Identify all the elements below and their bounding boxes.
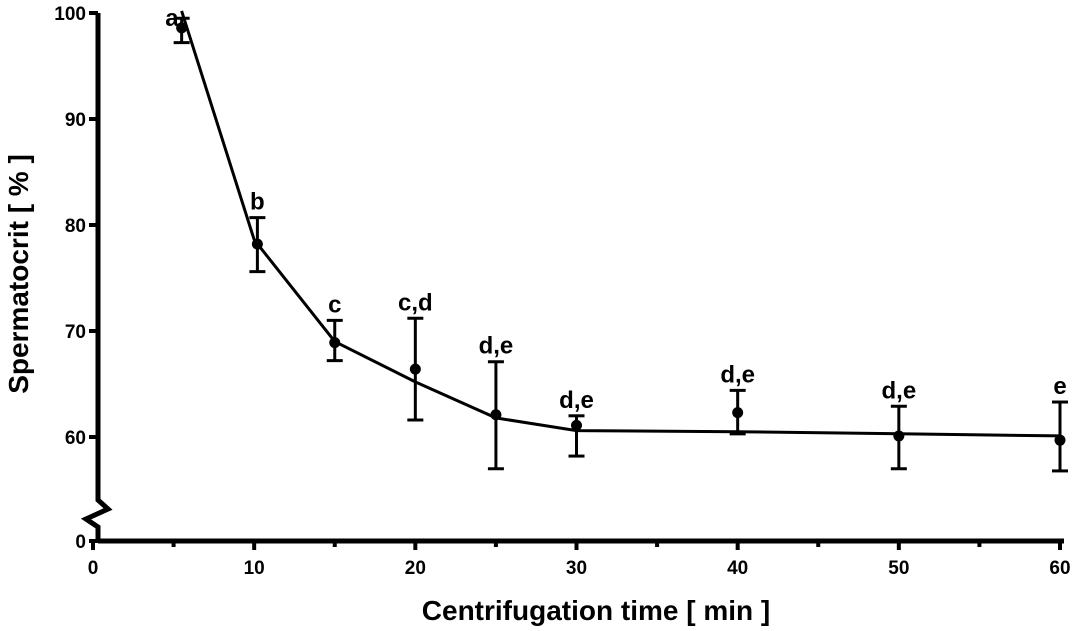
- significance-label: b: [250, 189, 265, 216]
- data-point: [571, 419, 582, 431]
- data-point: [893, 430, 905, 442]
- ticks: 0 10 20 30 40 50 60 0 60 70 80 90 100: [54, 4, 1070, 579]
- significance-label: e: [1053, 373, 1066, 400]
- significance-label: d,e: [720, 361, 755, 388]
- x-tick-label: 0: [88, 558, 99, 579]
- fit-curve-group: [180, 10, 1061, 438]
- significance-label: a: [165, 5, 179, 32]
- y-tick-label: 60: [65, 428, 86, 449]
- significance-label: c,d: [398, 289, 433, 316]
- y-axis-title: Spermatocrit [ % ]: [3, 154, 34, 394]
- data-point: [732, 407, 744, 419]
- data-point: [490, 409, 502, 421]
- data-point: [1054, 434, 1066, 446]
- significance-label: c: [328, 291, 341, 318]
- y-tick-label: 70: [65, 322, 86, 343]
- significance-label: d,e: [479, 333, 514, 360]
- data-point: [251, 238, 263, 250]
- data-point: [409, 363, 421, 375]
- axes: [80, 13, 1064, 544]
- x-tick-label: 10: [244, 558, 265, 579]
- y-tick-label: 100: [54, 4, 86, 25]
- x-axis-title: Centrifugation time [ min ]: [422, 595, 770, 626]
- y-tick-label: 80: [65, 216, 86, 237]
- data-point: [176, 22, 188, 34]
- y-tick-label: 0: [75, 532, 86, 553]
- significance-label: d,e: [881, 377, 916, 404]
- x-tick-label: 50: [888, 558, 909, 579]
- significance-label: d,e: [559, 387, 594, 414]
- y-tick-label: 90: [65, 110, 86, 131]
- x-tick-label: 30: [566, 558, 587, 579]
- x-tick-label: 40: [727, 558, 748, 579]
- data-marks: [173, 16, 1068, 473]
- y-axis-line: [80, 13, 113, 541]
- x-tick-label: 60: [1049, 558, 1070, 579]
- fit-curve: [180, 10, 1061, 438]
- data-point: [329, 337, 341, 349]
- x-tick-label: 20: [405, 558, 426, 579]
- significance-labels: a b c c,d d,e d,e d,e d,e e: [165, 5, 1066, 414]
